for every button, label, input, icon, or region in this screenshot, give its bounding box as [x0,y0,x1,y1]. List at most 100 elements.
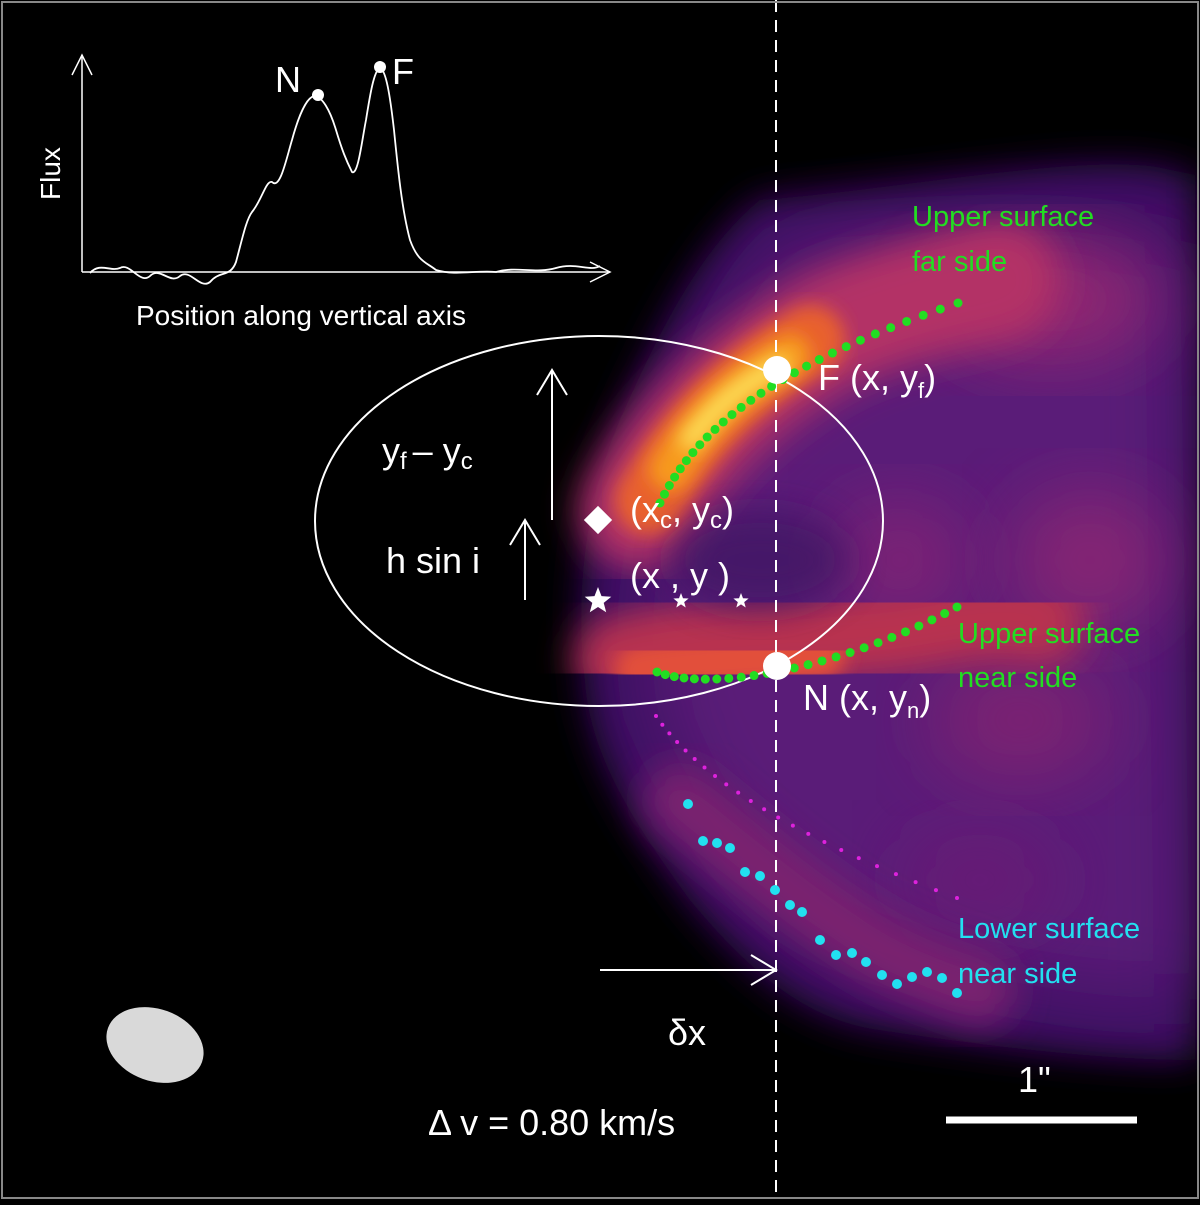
upper-far-dot [659,489,669,499]
far-point-label: F (x, yf) [818,357,936,403]
lower-near-dot [770,885,780,895]
upper-near-dot [803,660,813,670]
upper-near-dot [900,627,910,637]
lower-near-dot [740,867,750,877]
upper-far-dot [827,348,837,358]
lower-far-dot [702,765,707,770]
far-peak-marker [763,356,791,384]
near-point-label: N (x, yn) [803,677,931,723]
upper-near-dot [940,609,950,619]
beam-ellipse [106,1007,204,1083]
lower-near-dot [952,988,962,998]
upper-far-dot [664,481,674,491]
lower-far-dot [806,831,811,836]
lower-far-dot [790,823,795,828]
height-label: yf – yc [382,430,473,475]
upper-near-dot [669,672,679,682]
upper-near-dot [789,663,799,673]
upper-far-dot [886,323,896,333]
upper-near-dot [700,674,710,684]
upper-near-dot [914,621,924,631]
lower-near-dot [877,970,887,980]
lower-far-dot [692,757,697,762]
upper-far-dot [953,298,963,308]
lower-far-dot [667,731,672,736]
lower-near-dot [725,843,735,853]
upper-far-dot [655,498,665,508]
lower-far-surface-track [654,714,959,900]
inset-xlabel: Position along vertical axis [136,300,466,331]
inset-ylabel: Flux [35,147,66,200]
upper-far-dot [681,456,691,466]
upper-far-dot [718,417,728,427]
lower-near-surface-track [683,799,962,998]
lower-far-dot [654,714,658,718]
upper-far-dot [670,472,680,482]
lower-far-dot [713,773,718,778]
upper-near-dot [831,652,841,662]
lower-far-dot [913,880,918,885]
lower-near-dot [683,799,693,809]
upper-near-dot [845,648,855,658]
upper-far-label-line1: Upper surface [912,201,1094,233]
lower-near-dot [785,900,795,910]
upper-near-dot [749,671,759,681]
flux-profile-inset: N F Flux Position along vertical axis [35,51,612,331]
upper-near-label-line2: near side [958,662,1077,694]
upper-near-dot [679,673,689,683]
lower-far-dot [762,807,767,812]
lower-near-dot [797,907,807,917]
lower-near-dot [815,935,825,945]
upper-near-surface-track [652,602,962,684]
upper-far-dot [814,355,824,365]
lower-far-dot [748,798,753,803]
upper-far-dot [870,329,880,339]
lower-near-dot [861,957,871,967]
lower-near-dot [847,948,857,958]
upper-far-dot [756,388,766,398]
lower-far-dot [724,782,729,787]
upper-far-label-line2: far side [912,246,1007,278]
fitted-ellipse [314,335,884,707]
inset-peak-f: F [392,51,414,92]
lower-far-dot [683,748,688,753]
upper-far-dot [855,335,865,345]
upper-far-dot [710,424,720,434]
height-arrow-hsini [509,518,541,600]
small-star-marker [673,593,689,608]
center-label: (xc, yc) [630,489,734,534]
upper-far-dot [935,304,945,314]
height-arrow-far [536,368,568,520]
lower-near-dot [755,871,765,881]
lower-far-dot [933,888,938,893]
center-diamond-marker [583,505,613,535]
upper-far-dot [736,402,746,412]
lower-far-dot [660,722,665,727]
upper-near-dot [817,656,827,666]
lower-near-dot [712,838,722,848]
upper-near-dot [859,643,869,653]
upper-near-dot [736,672,746,682]
near-peak-marker [763,652,791,680]
lower-far-dot [822,839,827,844]
upper-near-dot [712,674,722,684]
upper-near-dot [660,670,670,680]
upper-far-dot [727,410,737,420]
upper-near-dot [952,602,962,612]
lower-far-dot [736,790,741,795]
hsini-label: h sin i [386,540,480,581]
lower-near-label-line1: Lower surface [958,913,1140,945]
upper-far-dot [702,432,712,442]
scale-bar-label: 1" [1018,1059,1051,1100]
upper-far-dot [918,310,928,320]
star-label: (x , y ) [630,555,730,596]
lower-near-dot [937,973,947,983]
upper-near-dot [724,673,734,683]
lower-far-dot [856,856,861,861]
upper-near-label-line1: Upper surface [958,618,1140,650]
small-star-marker [733,593,749,608]
upper-far-dot [841,342,851,352]
upper-near-dot [927,615,937,625]
